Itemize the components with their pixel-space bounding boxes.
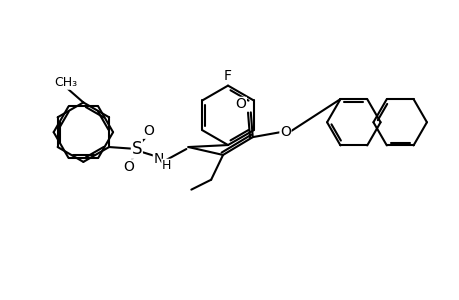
Text: O: O: [143, 124, 154, 138]
Text: F: F: [224, 69, 231, 83]
Text: O: O: [280, 125, 290, 139]
Text: N: N: [153, 152, 163, 166]
Text: O: O: [123, 160, 134, 174]
Text: S: S: [131, 140, 142, 158]
Text: CH₃: CH₃: [54, 76, 77, 89]
Text: H: H: [162, 159, 171, 172]
Text: O: O: [235, 98, 246, 111]
